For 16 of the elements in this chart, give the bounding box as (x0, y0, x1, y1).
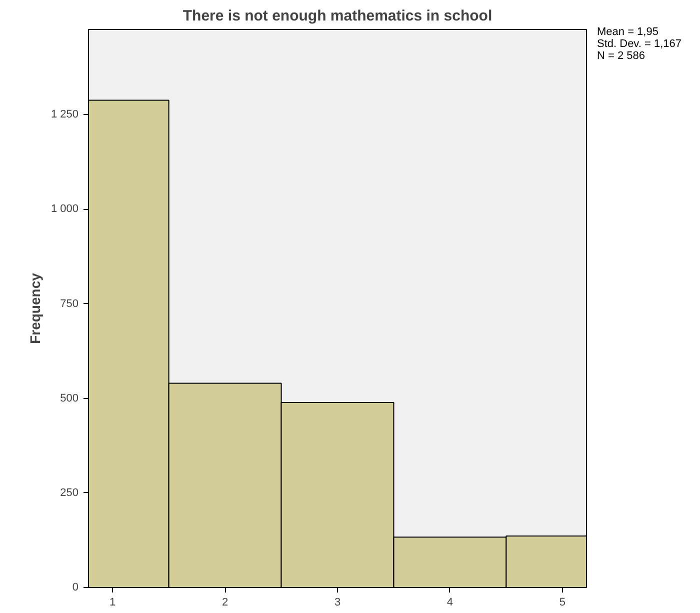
x-tick-label: 1 (110, 596, 116, 608)
text: Mean = 1,95 (597, 26, 660, 38)
chart-title: There is not enough mathematics in school (182, 8, 492, 24)
text: N = 2 586 (597, 50, 646, 62)
x-tick-label: 2 (222, 596, 228, 608)
text: Std. Dev. = 1,167 (597, 38, 682, 50)
x-tick-label: 4 (446, 596, 454, 608)
y-tick-label: 1 250 (50, 108, 79, 121)
y-tick-label: 750 (60, 298, 79, 310)
x-tick-label: 5 (559, 596, 566, 608)
y-axis-title: Frequency (26, 272, 43, 344)
y-tick-label: 0 (72, 582, 79, 594)
y-tick-label: 500 (60, 392, 79, 404)
y-tick-label: 250 (60, 486, 79, 499)
x-tick-label: 3 (334, 596, 341, 608)
y-tick-label: 1 000 (50, 203, 79, 216)
